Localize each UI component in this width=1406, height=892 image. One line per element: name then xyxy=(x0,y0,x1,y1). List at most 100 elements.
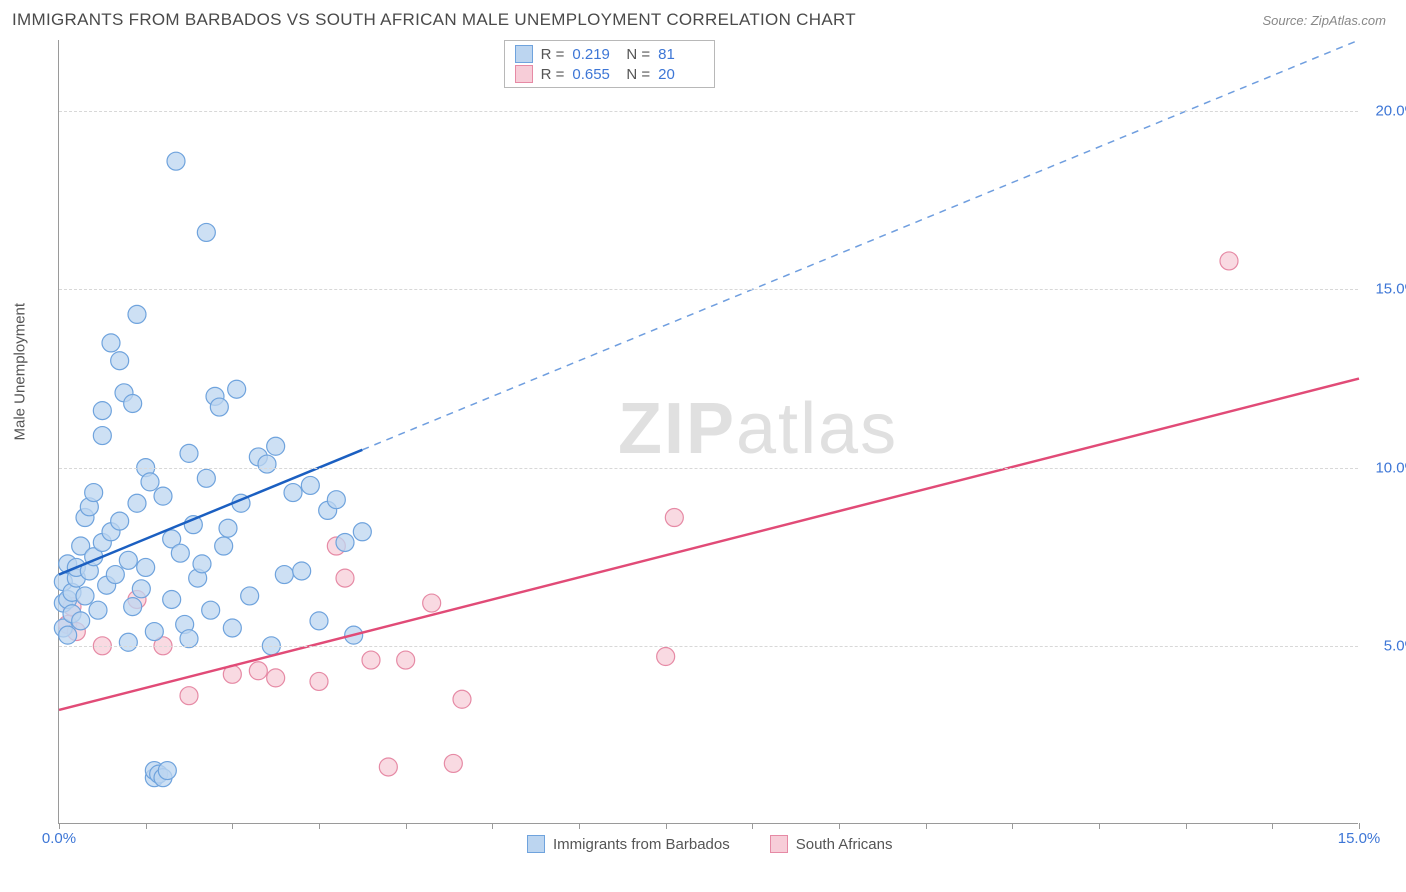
y-tick-label: 10.0% xyxy=(1368,459,1406,476)
scatter-point xyxy=(180,687,198,705)
scatter-point xyxy=(76,587,94,605)
scatter-point xyxy=(223,619,241,637)
scatter-point xyxy=(102,334,120,352)
plot-area: 5.0%10.0%15.0%20.0%0.0%15.0%ZIPatlasR = … xyxy=(58,40,1358,824)
n-value: 20 xyxy=(658,66,704,83)
scatter-point xyxy=(72,612,90,630)
grid-line xyxy=(59,468,1358,469)
scatter-point xyxy=(241,587,259,605)
scatter-point xyxy=(180,444,198,462)
scatter-point xyxy=(310,672,328,690)
legend-swatch xyxy=(770,835,788,853)
scatter-point xyxy=(665,509,683,527)
grid-line xyxy=(59,111,1358,112)
scatter-point xyxy=(202,601,220,619)
scatter-point xyxy=(215,537,233,555)
trend-line xyxy=(59,379,1359,710)
y-axis-title: Male Unemployment xyxy=(12,303,29,441)
scatter-point xyxy=(111,512,129,530)
scatter-point xyxy=(362,651,380,669)
x-tick-mark xyxy=(839,823,840,829)
legend-stats-box: R = 0.219 N = 81R = 0.655 N = 20 xyxy=(504,40,716,88)
scatter-point xyxy=(444,754,462,772)
scatter-point xyxy=(267,437,285,455)
scatter-point xyxy=(193,555,211,573)
x-tick-mark xyxy=(752,823,753,829)
scatter-point xyxy=(119,551,137,569)
x-tick-mark xyxy=(579,823,580,829)
x-tick-mark xyxy=(1012,823,1013,829)
scatter-point xyxy=(379,758,397,776)
legend-stats-row: R = 0.219 N = 81 xyxy=(515,44,705,64)
legend-label: Immigrants from Barbados xyxy=(553,836,730,853)
grid-line xyxy=(59,289,1358,290)
source-prefix: Source: xyxy=(1262,13,1310,28)
scatter-point xyxy=(249,662,267,680)
scatter-point xyxy=(1220,252,1238,270)
grid-line xyxy=(59,646,1358,647)
x-tick-label: 0.0% xyxy=(42,830,76,847)
y-tick-label: 20.0% xyxy=(1368,103,1406,120)
scatter-point xyxy=(219,519,237,537)
y-tick-label: 5.0% xyxy=(1368,637,1406,654)
scatter-point xyxy=(167,152,185,170)
scatter-point xyxy=(657,648,675,666)
scatter-point xyxy=(145,623,163,641)
scatter-point xyxy=(158,762,176,780)
r-label: R = xyxy=(541,46,565,63)
scatter-point xyxy=(141,473,159,491)
scatter-point xyxy=(353,523,371,541)
scatter-point xyxy=(111,352,129,370)
scatter-point xyxy=(132,580,150,598)
scatter-point xyxy=(124,598,142,616)
legend-swatch xyxy=(515,45,533,63)
x-tick-mark xyxy=(1359,823,1360,829)
n-label: N = xyxy=(626,66,650,83)
scatter-point xyxy=(59,626,77,644)
scatter-point xyxy=(310,612,328,630)
scatter-point xyxy=(93,427,111,445)
source-link[interactable]: ZipAtlas.com xyxy=(1311,13,1386,28)
scatter-point xyxy=(93,402,111,420)
legend-item: Immigrants from Barbados xyxy=(527,835,730,853)
scatter-point xyxy=(137,558,155,576)
scatter-point xyxy=(275,566,293,584)
scatter-point xyxy=(85,484,103,502)
x-tick-mark xyxy=(319,823,320,829)
scatter-point xyxy=(171,544,189,562)
scatter-point xyxy=(89,601,107,619)
n-value: 81 xyxy=(658,46,704,63)
x-tick-mark xyxy=(406,823,407,829)
scatter-svg xyxy=(59,40,1358,823)
legend-bottom: Immigrants from BarbadosSouth Africans xyxy=(527,835,892,853)
x-tick-mark xyxy=(1272,823,1273,829)
scatter-point xyxy=(154,487,172,505)
source-attribution: Source: ZipAtlas.com xyxy=(1262,13,1386,28)
scatter-point xyxy=(128,305,146,323)
legend-swatch xyxy=(527,835,545,853)
scatter-point xyxy=(228,380,246,398)
scatter-point xyxy=(106,566,124,584)
scatter-point xyxy=(423,594,441,612)
n-label: N = xyxy=(626,46,650,63)
scatter-point xyxy=(284,484,302,502)
scatter-point xyxy=(397,651,415,669)
scatter-point xyxy=(119,633,137,651)
x-tick-mark xyxy=(232,823,233,829)
title-bar: IMMIGRANTS FROM BARBADOS VS SOUTH AFRICA… xyxy=(0,0,1406,36)
scatter-point xyxy=(210,398,228,416)
x-tick-mark xyxy=(59,823,60,829)
legend-stats-row: R = 0.655N = 20 xyxy=(515,64,705,84)
x-tick-label: 15.0% xyxy=(1338,830,1381,847)
r-value: 0.219 xyxy=(572,46,618,63)
scatter-point xyxy=(267,669,285,687)
scatter-point xyxy=(258,455,276,473)
scatter-point xyxy=(293,562,311,580)
scatter-point xyxy=(124,394,142,412)
x-tick-mark xyxy=(1099,823,1100,829)
x-tick-mark xyxy=(492,823,493,829)
scatter-point xyxy=(336,533,354,551)
scatter-point xyxy=(197,469,215,487)
scatter-point xyxy=(163,590,181,608)
r-value: 0.655 xyxy=(572,66,618,83)
